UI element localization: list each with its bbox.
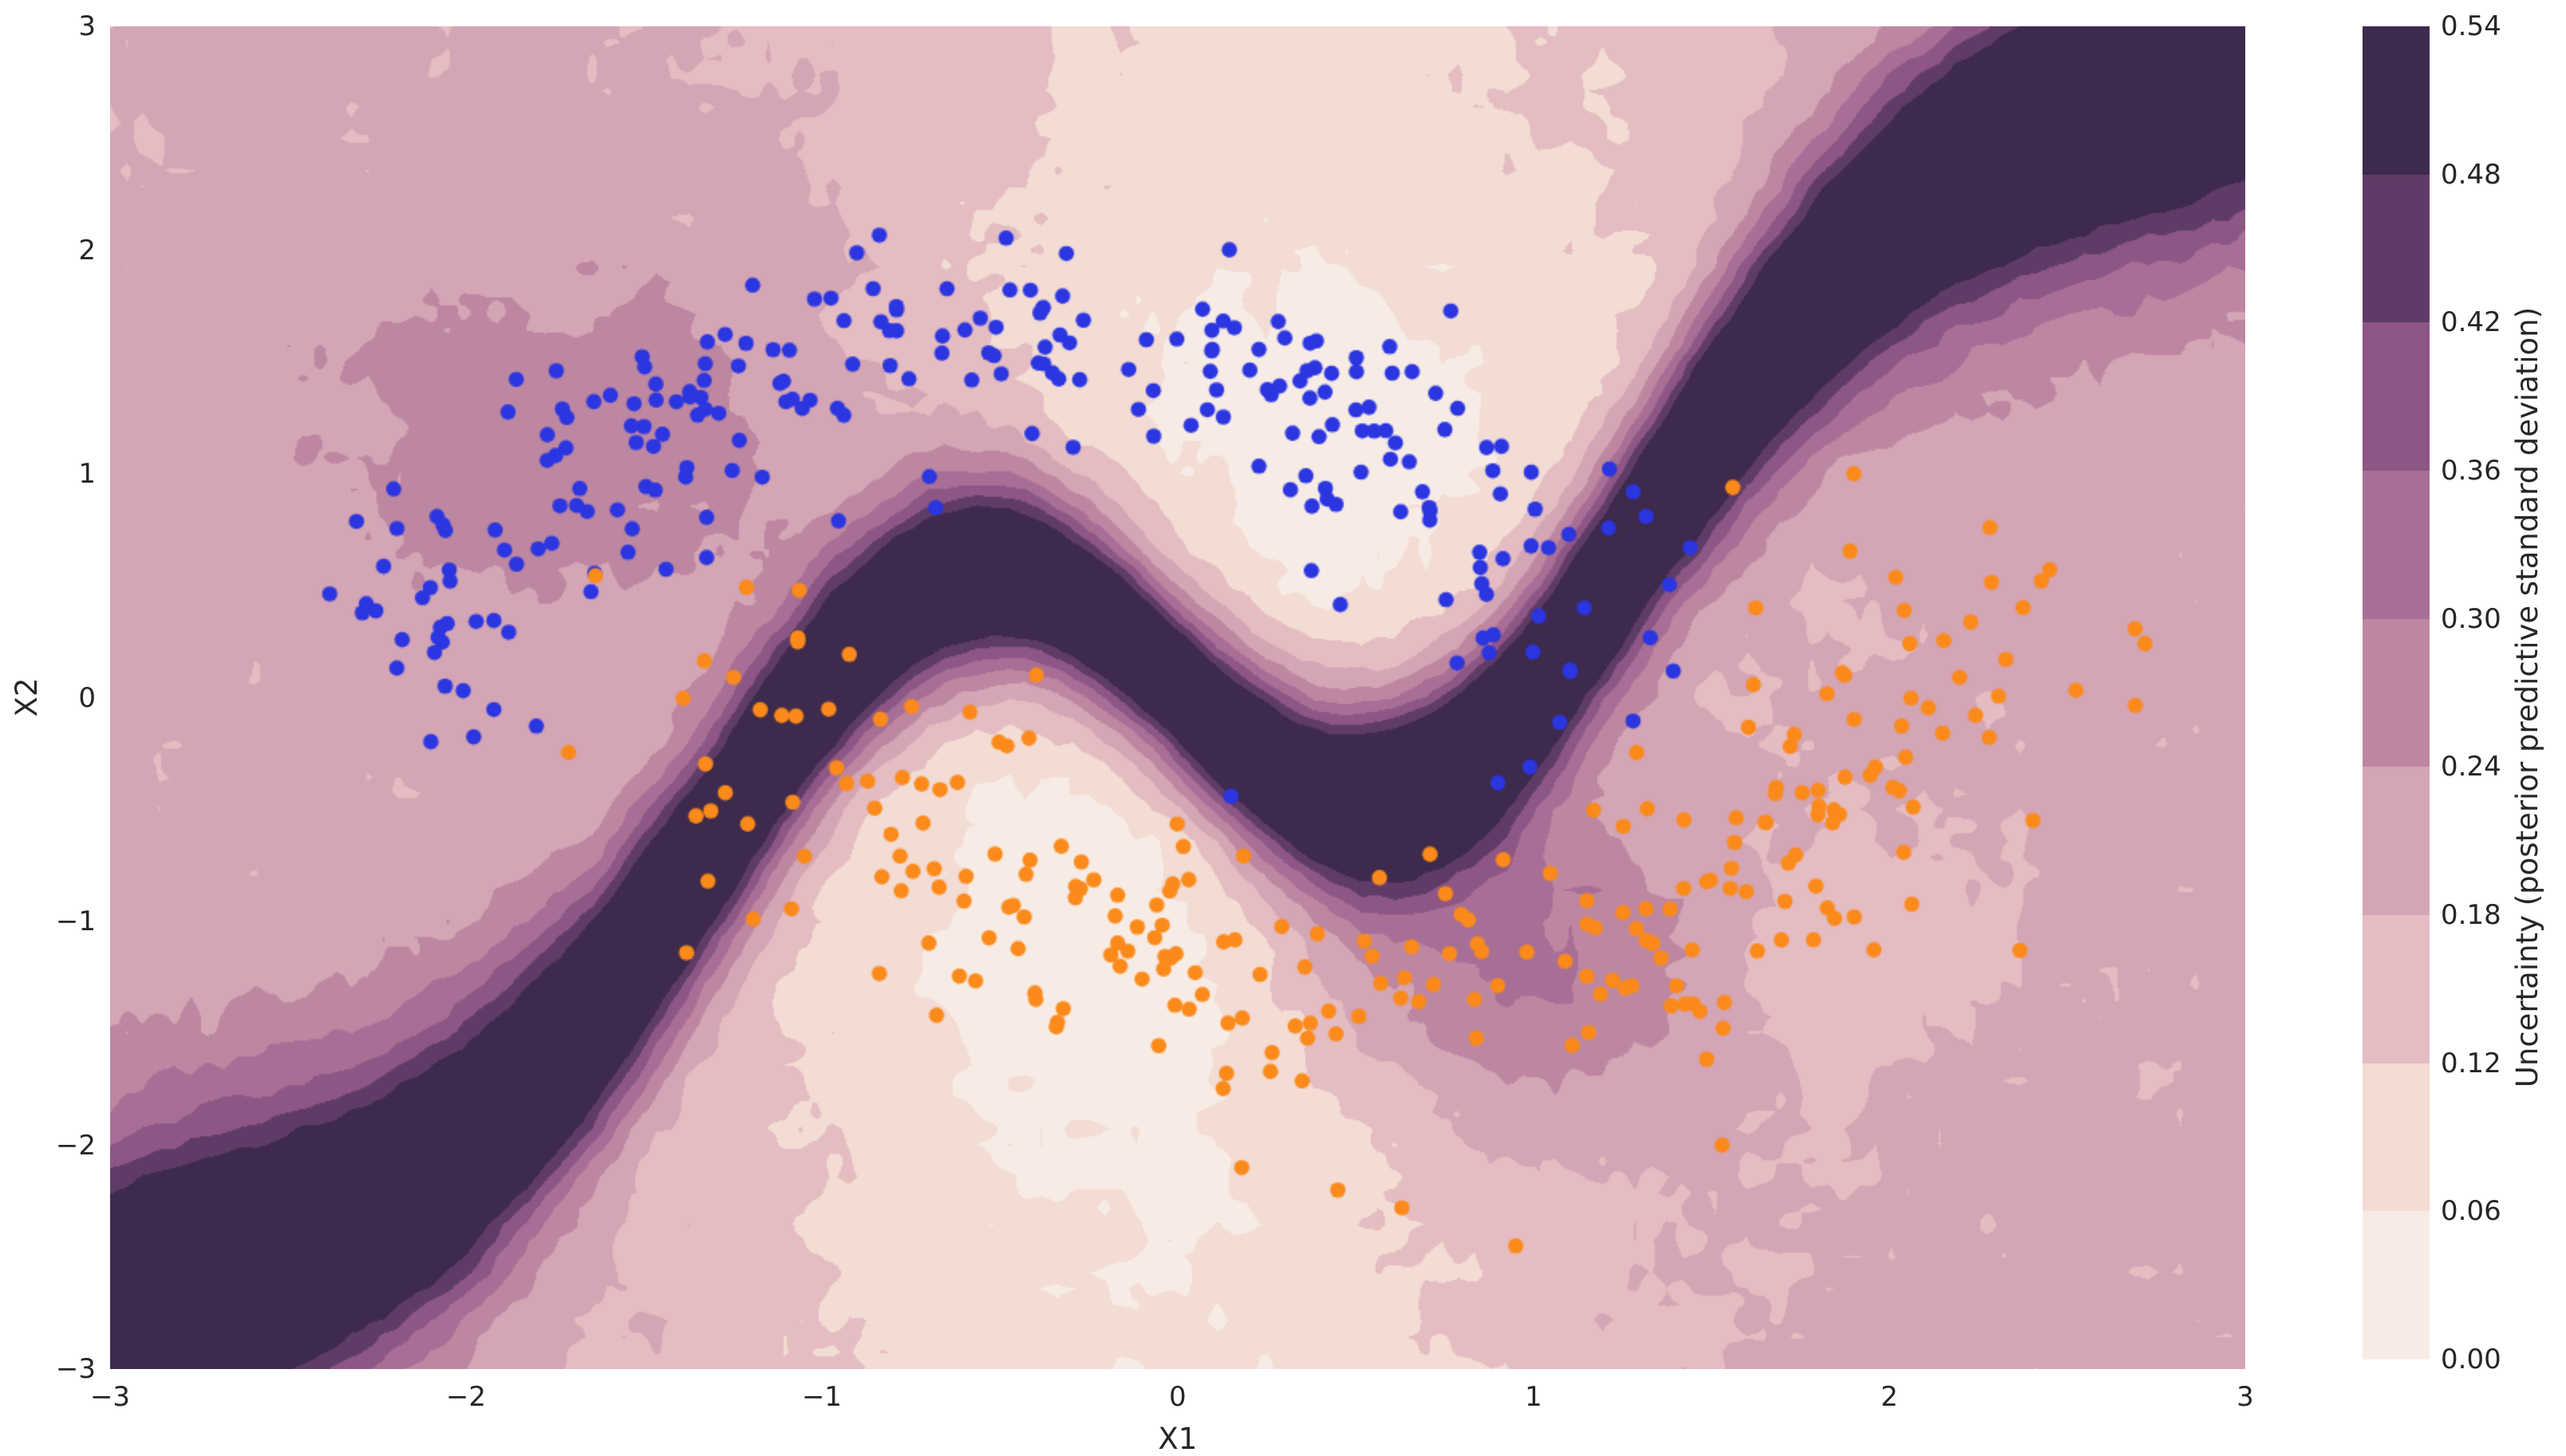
x-axis-tick-label: −1	[801, 1381, 843, 1413]
colorbar-segment	[2363, 471, 2430, 619]
colorbar-tick-label: 0.24	[2441, 751, 2501, 783]
y-axis-tick-label: 3	[78, 10, 96, 42]
colorbar-tick-label: 0.30	[2441, 602, 2501, 635]
y-axis-tick-label: 0	[78, 681, 96, 714]
colorbar	[2363, 26, 2430, 1360]
colorbar-tick-label: 0.48	[2441, 158, 2501, 191]
colorbar-segment	[2363, 174, 2430, 323]
x-axis-title: X1	[1158, 1422, 1198, 1456]
x-axis-tick-label: 1	[1525, 1381, 1542, 1413]
colorbar-tick-label: 0.06	[2441, 1195, 2501, 1228]
colorbar-tick-label: 0.18	[2441, 899, 2501, 931]
y-axis-tick-label: 2	[78, 234, 96, 266]
y-axis-tick-label: 1	[78, 458, 96, 490]
colorbar-segment	[2363, 1063, 2430, 1212]
uncertainty-contour-canvas	[110, 26, 2245, 1369]
x-axis-tick-label: 3	[2236, 1381, 2254, 1413]
x-axis-tick-label: 0	[1169, 1381, 1186, 1413]
colorbar-tick-label: 0.54	[2441, 10, 2501, 42]
colorbar-title: Uncertainty (posterior predictive standa…	[2510, 306, 2544, 1088]
colorbar-tick-label: 0.12	[2441, 1047, 2501, 1079]
x-axis-tick-label: −3	[89, 1381, 131, 1413]
colorbar-segment	[2363, 1211, 2430, 1360]
colorbar-segment	[2363, 767, 2430, 916]
colorbar-tick-label: 0.00	[2441, 1344, 2501, 1375]
x-axis-tick-label: 2	[1881, 1381, 1898, 1413]
y-axis-tick-label: −1	[55, 906, 96, 937]
y-axis-tick-label: −3	[55, 1353, 96, 1385]
colorbar-tick-label: 0.42	[2441, 306, 2501, 339]
colorbar-segment	[2363, 618, 2430, 767]
x-axis-tick-label: −2	[445, 1381, 487, 1413]
colorbar-tick-label: 0.36	[2441, 455, 2501, 487]
colorbar-segment	[2363, 322, 2430, 472]
colorbar-segment	[2363, 26, 2430, 175]
y-axis-title: X2	[10, 677, 44, 717]
colorbar-segment	[2363, 915, 2430, 1063]
y-axis-tick-label: −2	[55, 1129, 96, 1162]
